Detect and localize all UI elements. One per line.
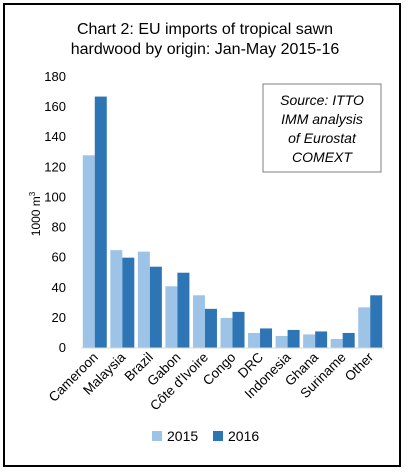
y-axis: 0 20 40 60 80 100 120 140 160 180 [44,69,66,355]
bar-2015-other [358,307,371,348]
bar-2016-other [370,295,383,348]
svg-text:1000 m3: 1000 m3 [28,191,43,236]
y-axis-title-superscript: 3 [28,191,37,196]
chart-title-line-2: hardwood by origin: Jan-May 2015-16 [71,41,340,58]
bar-2015-cameroon [82,155,95,348]
y-tick-label: 40 [52,280,66,295]
source-annotation: Source: ITTO IMM analysis of Eurostat CO… [262,83,382,173]
y-tick-label: 160 [44,99,66,114]
bar-2016-gabon [177,272,190,348]
chart-title-line-1: Chart 2: EU imports of tropical sawn [77,21,333,38]
bar-2016-indonesia [287,329,300,348]
source-line-1: Source: ITTO [280,92,364,108]
bar-2016-brazil [149,266,162,348]
legend: 2015 2016 [152,428,259,444]
bar-2015-suriname [330,338,343,348]
bar-2015-drc [248,332,261,348]
x-tick-label: Other [342,349,377,384]
y-tick-label: 80 [52,220,66,235]
bar-2016-drc [260,328,273,348]
bar-2015-indonesia [275,335,288,348]
y-tick-label: 180 [44,69,66,84]
bar-2015-brazil [137,251,150,348]
legend-label-2016: 2016 [228,428,259,444]
source-line-4: COMEXT [292,149,353,165]
bar-2015-c-te-d-ivoire [192,295,205,348]
y-tick-label: 140 [44,129,66,144]
legend-swatch-2015 [152,431,162,441]
source-line-3: of Eurostat [288,130,357,146]
bars [82,96,383,348]
source-annotation-box [262,83,382,173]
y-tick-label: 120 [44,159,66,174]
y-tick-label: 60 [52,250,66,265]
bar-2015-ghana [303,334,316,348]
bar-2015-congo [220,317,233,348]
bar-2015-gabon [165,286,178,348]
y-axis-title-text: 1000 m [29,196,43,236]
bar-2016-malaysia [122,257,135,348]
bar-2016-ghana [315,331,328,348]
legend-label-2015: 2015 [167,428,198,444]
y-tick-label: 100 [44,189,66,204]
bar-2016-suriname [342,332,355,348]
bar-2016-c-te-d-ivoire [204,308,217,348]
y-tick-label: 20 [52,310,66,325]
bar-2016-congo [232,311,245,348]
legend-swatch-2016 [213,431,223,441]
y-axis-title: 1000 m3 [28,191,43,236]
y-tick-label: 0 [59,340,66,355]
bar-2015-malaysia [110,250,123,348]
bar-2016-cameroon [94,96,107,348]
chart-title: Chart 2: EU imports of tropical sawn har… [71,21,340,58]
chart-frame [3,3,401,467]
source-line-2: IMM analysis [281,111,363,127]
